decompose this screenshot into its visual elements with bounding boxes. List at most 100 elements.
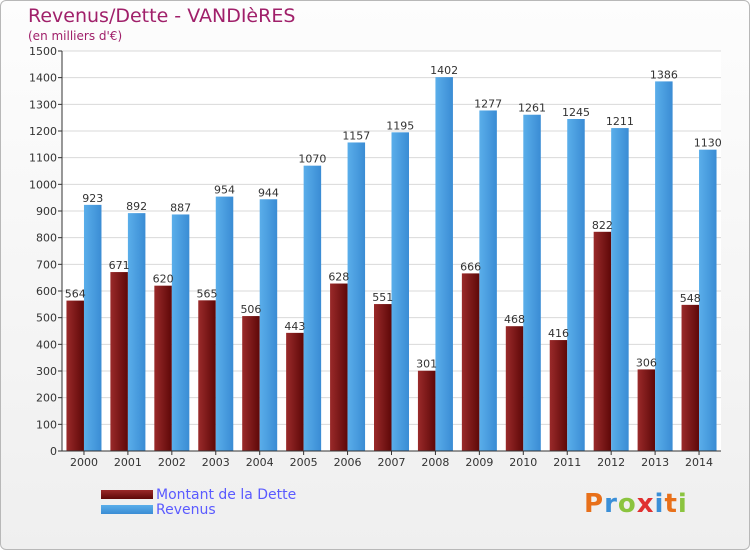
bar-dette: [330, 283, 348, 451]
axes: 0 100 200 300 400 500 600 700 800 900 1000 1100 1200…: [29, 45, 721, 469]
logo-letter: r: [604, 489, 618, 519]
bar-dette: [154, 285, 172, 451]
bar-dette: [66, 300, 84, 451]
x-tick-label: 2012: [597, 456, 625, 469]
chart-subtitle: (en milliers d'€): [28, 29, 123, 43]
bar-revenus: [347, 142, 366, 451]
legend-swatch-revenus: [101, 505, 153, 514]
bar-dette: [505, 326, 524, 451]
data-label-dette: 416: [548, 327, 569, 340]
x-tick-label: 2009: [465, 456, 493, 469]
legend-swatch-dette: [101, 490, 153, 499]
data-label-dette: 564: [65, 288, 86, 301]
bar-dette: [549, 340, 568, 451]
x-tick-label: 2013: [641, 456, 669, 469]
data-label-revenus: 1157: [342, 129, 370, 142]
data-label-revenus: 1211: [606, 115, 634, 128]
bar-dette: [637, 369, 656, 451]
y-tick-label: 1400: [29, 72, 57, 85]
data-label-revenus: 1245: [562, 106, 590, 119]
data-label-revenus: 1070: [298, 153, 326, 166]
y-tick-label: 1200: [29, 125, 57, 138]
data-label-revenus: 923: [82, 192, 103, 205]
bar-dette: [461, 273, 480, 451]
data-label-revenus: 954: [214, 184, 235, 197]
bar-revenus: [83, 204, 102, 451]
proxiti-logo: Proxiti: [584, 489, 688, 519]
legend-label-revenus: Revenus: [156, 501, 216, 518]
data-label-dette: 301: [416, 358, 437, 371]
bar-dette: [198, 300, 216, 451]
x-tick-label: 2007: [378, 456, 406, 469]
bar-dette: [286, 332, 304, 451]
data-label-revenus: 892: [126, 200, 147, 213]
bar-revenus: [391, 132, 409, 452]
bar-revenus: [127, 213, 146, 451]
x-tick-label: 2003: [202, 456, 230, 469]
y-tick-label: 300: [36, 365, 57, 378]
data-label-revenus: 1386: [650, 68, 678, 81]
chart-title: Revenus/Dette - VANDIèRES: [28, 5, 296, 27]
bar-dette: [242, 316, 260, 451]
data-label-revenus: 1261: [518, 102, 546, 115]
bar-dette: [374, 304, 392, 451]
bar-revenus: [567, 119, 585, 451]
bar-revenus: [259, 199, 278, 451]
bar-revenus: [215, 196, 234, 451]
y-tick-label: 500: [36, 312, 57, 325]
bar-dette: [681, 304, 700, 451]
x-tick-label: 2001: [114, 456, 142, 469]
logo-letter: o: [617, 489, 637, 519]
x-tick-label: 2005: [290, 456, 318, 469]
y-tick-label: 1100: [29, 152, 57, 165]
x-tick-label: 2002: [158, 456, 186, 469]
data-label-dette: 506: [240, 303, 261, 316]
legend: Montant de la Dette Revenus: [101, 486, 297, 518]
bar-dette: [417, 370, 436, 451]
data-label-revenus: 1402: [430, 64, 458, 77]
y-tick-label: 400: [36, 338, 57, 351]
value-labels: 564 923 671 892 620 887 565 954 506 944 443 1070 628…: [65, 64, 722, 371]
x-tick-label: 2014: [685, 456, 713, 469]
bar-revenus: [699, 149, 717, 451]
y-tick-label: 600: [36, 285, 57, 298]
legend-item-dette: Montant de la Dette: [101, 486, 297, 503]
data-label-revenus: 1277: [474, 97, 502, 110]
data-label-dette: 822: [592, 219, 613, 232]
data-label-dette: 443: [284, 320, 305, 333]
legend-item-revenus: Revenus: [101, 501, 296, 518]
y-tick-label: 1000: [29, 178, 57, 191]
bar-revenus: [523, 114, 541, 451]
bar-dette: [593, 231, 612, 451]
logo-letter: P: [584, 489, 605, 519]
data-label-revenus: 1130: [694, 137, 722, 150]
data-label-dette: 548: [680, 292, 701, 305]
logo-letter: x: [636, 489, 655, 519]
bar-revenus: [171, 214, 190, 451]
x-tick-label: 2008: [421, 456, 449, 469]
bar-revenus: [611, 128, 629, 452]
bar-revenus: [655, 81, 673, 452]
x-tick-label: 2011: [553, 456, 581, 469]
data-label-dette: 551: [372, 291, 393, 304]
logo-letter: i: [654, 489, 665, 519]
bars: [66, 77, 717, 452]
legend-label-dette: Montant de la Dette: [156, 486, 297, 503]
y-tick-label: 100: [36, 418, 57, 431]
y-tick-label: 900: [36, 205, 57, 218]
bar-revenus: [435, 77, 453, 451]
y-tick-label: 200: [36, 392, 57, 405]
data-label-dette: 620: [153, 273, 174, 286]
y-tick-label: 800: [36, 232, 57, 245]
data-label-dette: 628: [328, 271, 349, 284]
x-tick-label: 2000: [70, 456, 98, 469]
y-tick-label: 700: [36, 258, 57, 271]
logo-letter: t: [664, 489, 678, 519]
y-tick-label: 1500: [29, 45, 57, 58]
data-label-revenus: 887: [170, 201, 191, 214]
data-label-dette: 671: [109, 259, 130, 272]
data-label-revenus: 944: [258, 186, 279, 199]
bar-revenus: [303, 165, 322, 451]
